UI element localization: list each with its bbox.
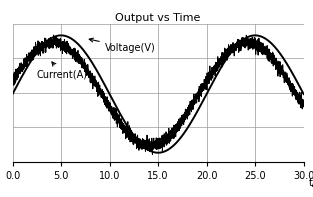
Text: Current(A): Current(A) [37,62,88,80]
Text: t/ms: t/ms [308,178,313,188]
Text: Voltage(V): Voltage(V) [89,38,156,53]
Title: Output vs Time: Output vs Time [115,13,201,23]
